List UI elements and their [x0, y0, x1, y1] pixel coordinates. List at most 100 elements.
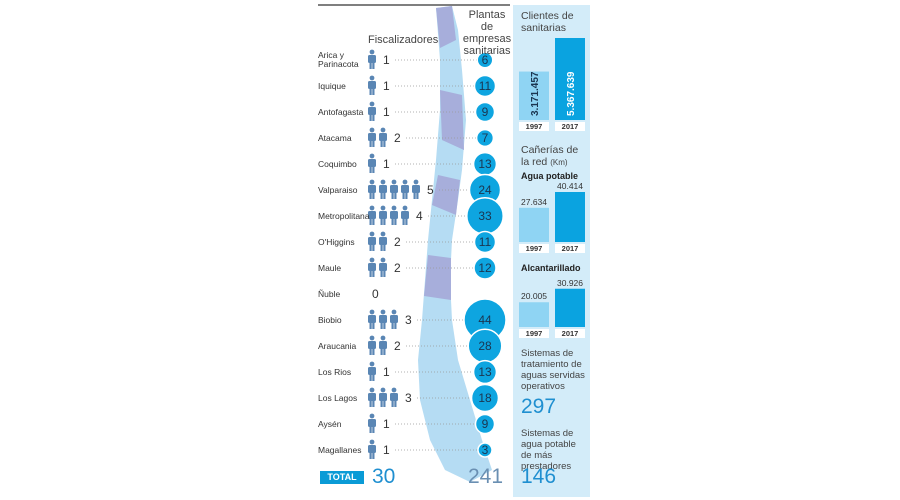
plantas-count: 13 — [478, 365, 492, 379]
region-name: Ñuble — [318, 288, 341, 299]
inspector-icon — [390, 179, 398, 199]
icon-leg — [394, 218, 397, 225]
inspector-icon — [368, 153, 376, 173]
icon-leg — [391, 192, 394, 199]
inspector-icon — [379, 231, 387, 251]
clientes-title: Clientes de sanitarias — [521, 10, 574, 34]
icon-head — [369, 101, 375, 107]
icon-leg — [369, 62, 372, 69]
map-regions — [424, 6, 464, 300]
icon-leg — [369, 348, 372, 355]
region-name: Metropolitana — [318, 210, 370, 221]
icon-body — [379, 341, 387, 349]
icon-head — [369, 205, 375, 211]
icon-leg — [369, 426, 372, 433]
tratamiento-title: Sistemas de tratamiento de aguas servida… — [521, 348, 585, 392]
icon-body — [390, 393, 398, 401]
icon-leg — [372, 322, 375, 329]
icon-leg — [380, 244, 383, 251]
icon-body — [368, 419, 376, 427]
icon-leg — [372, 452, 375, 459]
icon-leg — [391, 322, 394, 329]
plant-bubble — [476, 51, 494, 69]
canerias-title-text: Cañerías de la red — [521, 144, 579, 168]
plant-bubble — [473, 230, 497, 254]
fiscalizadores-count: 1 — [383, 443, 390, 457]
fiscalizadores-count: 2 — [394, 235, 401, 249]
icon-leg — [372, 192, 375, 199]
icon-leg — [405, 192, 408, 199]
inspector-icon — [412, 179, 420, 199]
fiscalizadores-count: 1 — [383, 79, 390, 93]
icon-leg — [372, 374, 375, 381]
plantas-count: 24 — [478, 183, 492, 197]
icon-body — [368, 159, 376, 167]
icon-head — [369, 49, 375, 55]
icon-body — [401, 211, 409, 219]
fiscalizadores-count: 1 — [383, 157, 390, 171]
bar-value-label: 27.634 — [521, 196, 547, 207]
icon-head — [380, 127, 386, 133]
icon-head — [391, 309, 397, 315]
year-label: 2017 — [555, 244, 585, 253]
fiscalizadores-count: 1 — [383, 365, 390, 379]
map-chile — [418, 6, 492, 482]
icon-body — [368, 237, 376, 245]
plantas-count: 33 — [478, 209, 492, 223]
icon-body — [368, 133, 376, 141]
plant-bubble — [474, 101, 496, 123]
plant-bubble — [473, 74, 497, 98]
inspector-icon — [379, 387, 387, 407]
inspector-icon — [379, 257, 387, 277]
icon-leg — [369, 400, 372, 407]
plantas-count: 11 — [478, 235, 492, 249]
inspector-icon — [390, 309, 398, 329]
plantas-count: 11 — [478, 79, 492, 93]
icon-body — [379, 263, 387, 271]
region-name: Atacama — [318, 132, 352, 143]
inspector-icon — [379, 335, 387, 355]
icon-leg — [383, 400, 386, 407]
icon-body — [379, 237, 387, 245]
icon-head — [369, 231, 375, 237]
icon-head — [391, 387, 397, 393]
icon-leg — [405, 218, 408, 225]
icon-body — [368, 393, 376, 401]
fiscalizadores-count: 1 — [383, 417, 390, 431]
plantas-count: 6 — [481, 53, 489, 67]
inspector-icon — [368, 361, 376, 381]
icon-head — [369, 127, 375, 133]
plantas-count: 12 — [478, 261, 492, 275]
inspector-icon — [379, 127, 387, 147]
icon-body — [368, 445, 376, 453]
plantas-count: 13 — [478, 157, 492, 171]
region-name: Araucania — [318, 340, 357, 351]
icon-head — [369, 179, 375, 185]
icon-leg — [369, 244, 372, 251]
icon-leg — [383, 322, 386, 329]
plant-bubble — [470, 383, 500, 413]
bar-value-label: 40.414 — [557, 181, 583, 191]
fiscalizadores-count: 3 — [405, 391, 412, 405]
icon-head — [380, 335, 386, 341]
icon-leg — [369, 218, 372, 225]
icon-head — [380, 257, 386, 263]
fiscalizadores-count: 4 — [416, 209, 423, 223]
icon-leg — [369, 140, 372, 147]
icon-leg — [380, 348, 383, 355]
bar — [519, 302, 549, 327]
icon-head — [369, 413, 375, 419]
total-label: TOTAL — [320, 471, 364, 484]
plantas-count: 9 — [481, 417, 489, 431]
icon-head — [380, 179, 386, 185]
icon-leg — [369, 322, 372, 329]
icon-head — [369, 309, 375, 315]
bar — [519, 71, 549, 120]
region-name: Biobio — [318, 314, 342, 325]
icon-body — [368, 341, 376, 349]
icon-body — [379, 133, 387, 141]
bar — [519, 207, 549, 242]
icon-head — [413, 179, 419, 185]
